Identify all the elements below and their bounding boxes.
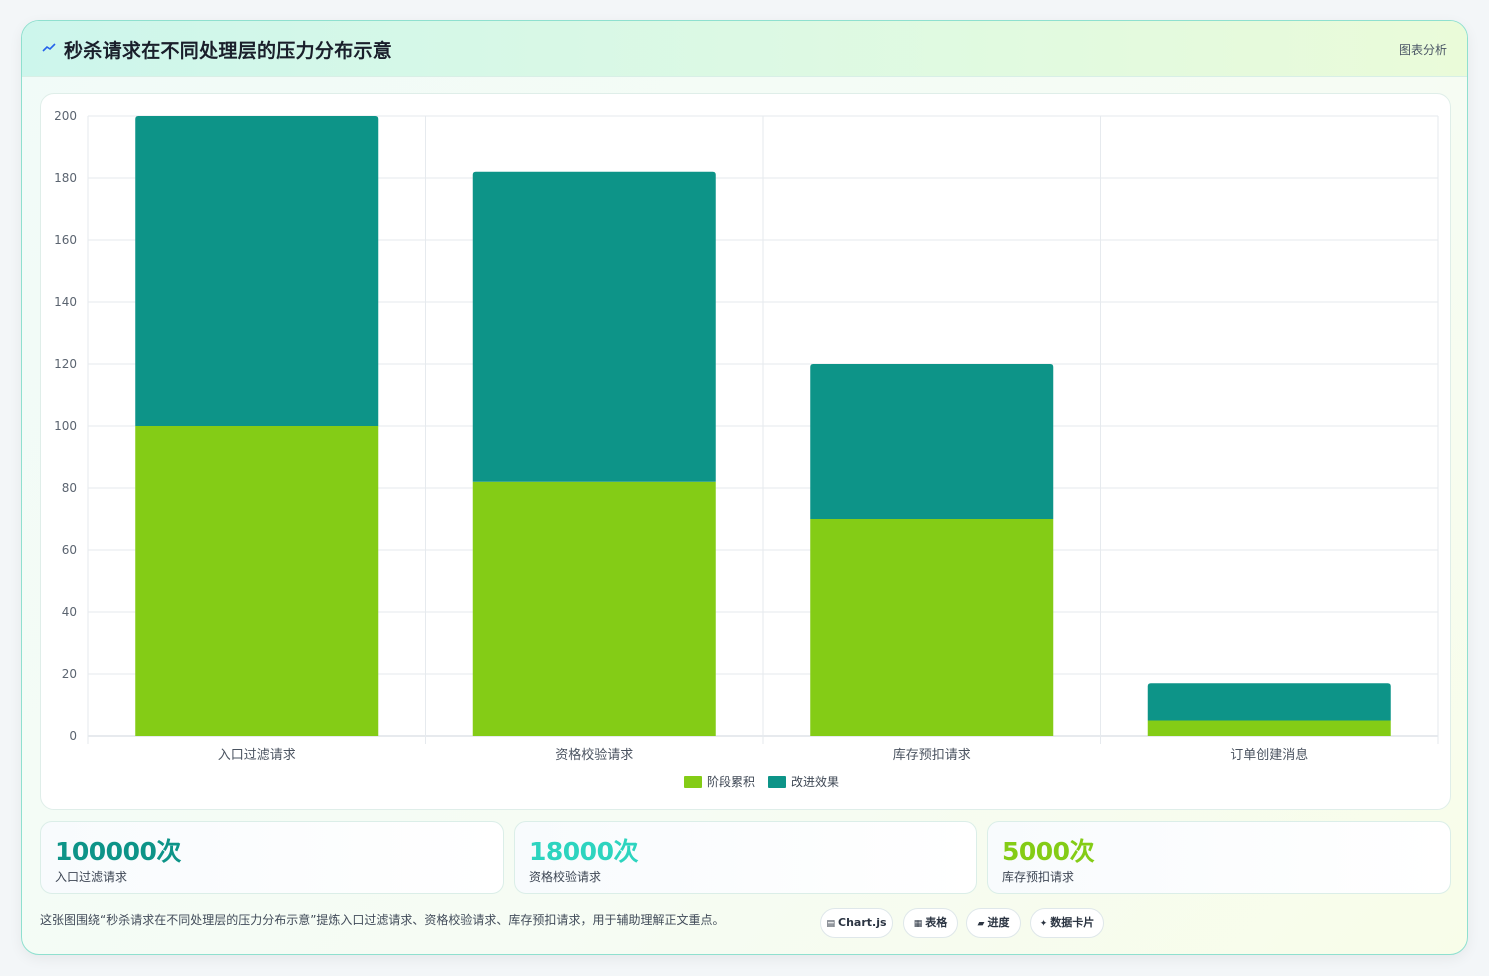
chart-analysis-link[interactable]: 图表分析 bbox=[1398, 43, 1447, 57]
stat-card-3: 5000次 库存预扣请求 bbox=[987, 821, 1451, 894]
page-title: 秒杀请求在不同处理层的压力分布示意 bbox=[64, 40, 393, 62]
legend-swatch bbox=[684, 776, 702, 788]
legend-swatch bbox=[768, 776, 786, 788]
stacked-bar-chart: 0 20 40 60 80 100 120 140 160 180 200 入口过滤请求 资格校验请求 库… bbox=[54, 109, 1439, 789]
tag-label: 进度 bbox=[987, 916, 1010, 929]
stat-label: 入口过滤请求 bbox=[55, 870, 128, 884]
chart-panel: 0 20 40 60 80 100 120 140 160 180 200 入口过滤请求 资格校验请求 库… bbox=[40, 93, 1451, 810]
stat-value: 100000次 bbox=[55, 837, 181, 866]
bar-improve-1 bbox=[472, 171, 716, 482]
y-tick-label: 160 bbox=[54, 233, 77, 247]
tag-label: 表格 bbox=[925, 916, 948, 929]
bar-improve-2 bbox=[810, 364, 1054, 519]
y-tick-label: 20 bbox=[62, 667, 77, 681]
tag-chartjs[interactable]: ▤ Chart.js bbox=[820, 908, 893, 938]
chart-card: 秒杀请求在不同处理层的压力分布示意 图表分析 0 20 40 60 80 100 120 14… bbox=[21, 20, 1468, 955]
tag-label: Chart.js bbox=[838, 916, 887, 929]
stat-card-2: 18000次 资格校验请求 bbox=[514, 821, 977, 894]
stat-label: 资格校验请求 bbox=[529, 870, 602, 884]
legend-label: 改进效果 bbox=[791, 774, 839, 789]
y-tick-label: 120 bbox=[54, 357, 77, 371]
tag-progress[interactable]: ▰ 进度 bbox=[966, 908, 1021, 938]
x-tick-label: 库存预扣请求 bbox=[893, 747, 971, 763]
x-tick-label: 订单创建消息 bbox=[1230, 747, 1308, 763]
stat-card-1: 100000次 入口过滤请求 bbox=[40, 821, 504, 894]
tag-table[interactable]: ▦ 表格 bbox=[903, 908, 958, 938]
tag-data-card[interactable]: ✦ 数据卡片 bbox=[1030, 908, 1104, 938]
y-tick-label: 200 bbox=[54, 109, 77, 123]
y-tick-label: 80 bbox=[62, 481, 77, 495]
progress-icon: ▰ bbox=[977, 919, 985, 929]
y-tick-label: 180 bbox=[54, 171, 77, 185]
y-tick-label: 100 bbox=[54, 419, 77, 433]
stat-label: 库存预扣请求 bbox=[1002, 870, 1075, 884]
x-tick-label: 资格校验请求 bbox=[555, 747, 633, 763]
table-icon: ▦ bbox=[913, 919, 923, 929]
y-tick-label: 40 bbox=[62, 605, 77, 619]
stat-value: 5000次 bbox=[1002, 837, 1095, 866]
tag-label: 数据卡片 bbox=[1050, 916, 1095, 929]
sparkle-icon: ✦ bbox=[1039, 919, 1048, 929]
chart-description: 这张图围绕“秒杀请求在不同处理层的压力分布示意”提炼入口过滤请求、资格校验请求、… bbox=[40, 913, 725, 927]
bar-stage-3 bbox=[1147, 720, 1391, 736]
y-tick-label: 60 bbox=[62, 543, 77, 557]
y-tick-label: 0 bbox=[69, 729, 77, 743]
legend-label: 阶段累积 bbox=[707, 774, 755, 789]
bar-stage-2 bbox=[810, 519, 1054, 736]
bar-stage-0 bbox=[135, 426, 379, 736]
x-tick-label: 入口过滤请求 bbox=[218, 748, 296, 763]
trend-icon bbox=[42, 43, 56, 52]
chart-icon: ▤ bbox=[826, 919, 835, 929]
stat-value: 18000次 bbox=[529, 837, 638, 866]
bar-stage-1 bbox=[472, 481, 716, 736]
y-tick-label: 140 bbox=[54, 295, 77, 309]
card-header: 秒杀请求在不同处理层的压力分布示意 图表分析 bbox=[22, 21, 1467, 77]
bar-improve-3 bbox=[1147, 683, 1391, 721]
bar-improve-0 bbox=[135, 116, 379, 426]
